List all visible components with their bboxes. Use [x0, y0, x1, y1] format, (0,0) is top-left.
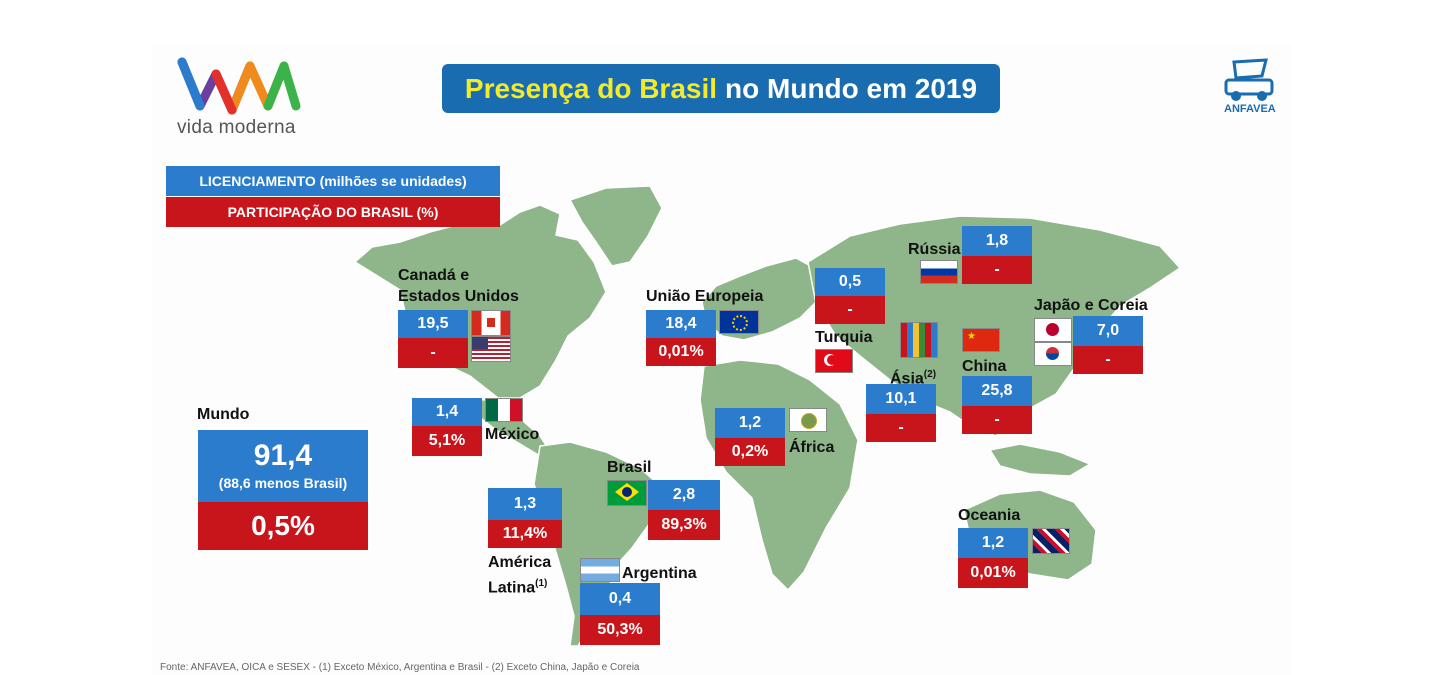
oceania-label: Oceania: [958, 507, 1021, 524]
flag-asia: [900, 322, 938, 358]
flag-china: ★: [962, 328, 1000, 352]
turkey-licensing: 0,5: [815, 268, 885, 296]
africa-label: África: [789, 439, 835, 456]
flag-usa: [471, 336, 511, 362]
flag-eu: [719, 310, 759, 334]
source-footnote: Fonte: ANFAVEA, OICA e SESEX - (1) Excet…: [160, 662, 640, 673]
flag-oceania: [1032, 528, 1070, 554]
flag-canada: [471, 310, 511, 336]
legend-share: PARTICIPAÇÃO DO BRASIL (%): [166, 197, 500, 227]
russia-label: Rússia: [908, 241, 961, 258]
russia-share: -: [962, 256, 1032, 284]
world-label: Mundo: [197, 406, 250, 423]
oceania-licensing: 1,2: [958, 528, 1028, 558]
mexico-licensing: 1,4: [412, 398, 482, 426]
japan-korea-licensing: 7,0: [1073, 316, 1143, 346]
brazil-label: Brasil: [607, 459, 652, 476]
brazil-licensing: 2,8: [648, 480, 720, 510]
flag-russia: [920, 260, 958, 284]
flag-korea: [1034, 342, 1072, 366]
world-share: 0,5%: [198, 502, 368, 550]
canada-us-share: -: [398, 338, 468, 368]
japan-korea-share: -: [1073, 346, 1143, 374]
brazil-share: 89,3%: [648, 510, 720, 540]
latin-america-footnote: (1): [535, 578, 548, 589]
russia-licensing: 1,8: [962, 226, 1032, 256]
mexico-share: 5,1%: [412, 426, 482, 456]
vida-moderna-logo: [177, 57, 301, 115]
china-licensing: 25,8: [962, 376, 1032, 406]
flag-argentina: [580, 558, 620, 582]
eu-label: União Europeia: [646, 288, 764, 305]
world-licensing: 91,4: [253, 439, 313, 472]
africa-licensing: 1,2: [715, 408, 785, 438]
world-note: (88,6 menos Brasil): [218, 475, 348, 491]
asia-footnote: (2): [923, 369, 937, 380]
turkey-share: -: [815, 296, 885, 324]
africa-share: 0,2%: [715, 438, 785, 466]
canada-us-label-line2: Estados Unidos: [398, 288, 519, 305]
world-licensing-box: 91,4 (88,6 menos Brasil): [198, 430, 368, 502]
argentina-share: 50,3%: [580, 615, 660, 645]
land-africa: [699, 359, 859, 592]
logo-text: vida moderna: [177, 117, 296, 138]
flag-mexico: [485, 398, 523, 422]
canada-us-label: Canadá e Estados Unidos: [398, 265, 519, 307]
oceania-share: 0,01%: [958, 558, 1028, 588]
latin-america-label: América Latina(1): [488, 552, 551, 598]
eu-licensing: 18,4: [646, 310, 716, 338]
flag-brazil: [607, 480, 647, 506]
asia-label: Ásia(2): [890, 364, 936, 389]
asia-licensing: 10,1: [866, 384, 936, 414]
title-highlight: Presença do Brasil: [464, 72, 718, 104]
latin-america-label-line1: América: [488, 554, 552, 571]
anfavea-label: ANFAVEA: [1224, 103, 1276, 115]
page-title: Presença do Brasil no Mundo em 2019: [442, 64, 1000, 113]
canada-us-label-line1: Canadá e: [398, 267, 470, 284]
turkey-label: Turquia: [815, 329, 873, 346]
flag-turkey: [815, 349, 853, 373]
land-greenland: [568, 185, 663, 267]
canada-us-licensing: 19,5: [398, 310, 468, 338]
latin-america-share: 11,4%: [488, 520, 562, 548]
eu-share: 0,01%: [646, 338, 716, 366]
argentina-licensing: 0,4: [580, 583, 660, 615]
flag-japan: [1034, 318, 1072, 342]
china-label: China: [962, 358, 1007, 375]
china-share: -: [962, 406, 1032, 434]
title-rest: no Mundo em 2019: [725, 72, 978, 104]
argentina-label: Argentina: [622, 565, 697, 582]
latin-america-licensing: 1,3: [488, 488, 562, 520]
land-se-asia: [988, 443, 1092, 477]
flag-africa: [789, 408, 827, 432]
asia-label-text: Ásia: [890, 370, 924, 388]
legend-licensing: LICENCIAMENTO (milhões se unidades): [166, 166, 500, 196]
latin-america-label-line2: Latina: [488, 579, 536, 597]
anfavea-car-icon: [1224, 58, 1274, 101]
mexico-label: México: [485, 426, 540, 443]
asia-share: -: [866, 414, 936, 442]
japan-korea-label: Japão e Coreia: [1034, 297, 1148, 314]
